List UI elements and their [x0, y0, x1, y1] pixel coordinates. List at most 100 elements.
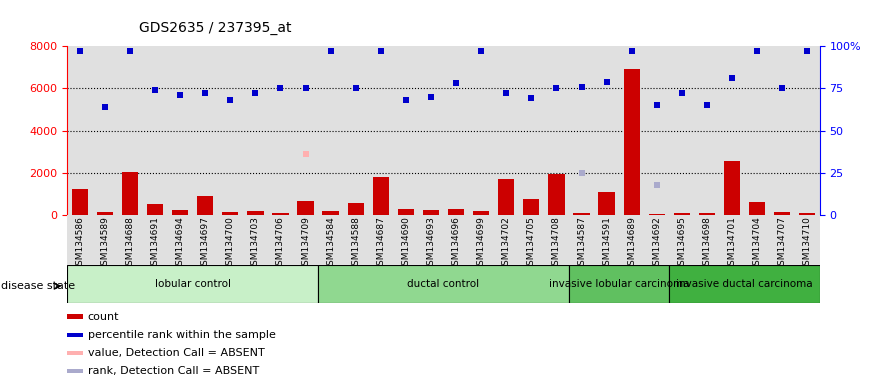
Bar — [644, 46, 669, 215]
Point — [273, 85, 288, 91]
Bar — [444, 215, 469, 265]
Text: GSM134708: GSM134708 — [552, 216, 561, 271]
Bar — [268, 215, 293, 265]
Bar — [624, 70, 640, 215]
Bar — [795, 46, 820, 215]
Text: GSM134699: GSM134699 — [477, 216, 486, 271]
Text: GSM134709: GSM134709 — [301, 216, 310, 271]
Bar — [117, 215, 142, 265]
Bar — [142, 46, 168, 215]
Point — [750, 48, 764, 54]
Text: rank, Detection Call = ABSENT: rank, Detection Call = ABSENT — [88, 366, 259, 376]
Bar — [469, 46, 494, 215]
Bar — [498, 179, 514, 215]
Text: GSM134688: GSM134688 — [125, 216, 134, 271]
Point — [399, 97, 413, 103]
Bar — [293, 46, 318, 215]
Text: disease state: disease state — [1, 281, 75, 291]
Text: GDS2635 / 237395_at: GDS2635 / 237395_at — [139, 21, 291, 35]
Point — [123, 48, 137, 54]
Bar — [272, 213, 289, 215]
Bar — [168, 46, 193, 215]
Bar — [318, 265, 569, 303]
Bar — [343, 46, 368, 215]
Bar — [573, 213, 590, 215]
Bar — [694, 46, 719, 215]
Bar — [469, 215, 494, 265]
Bar — [719, 215, 745, 265]
Bar — [699, 212, 715, 215]
Bar — [594, 215, 619, 265]
Bar — [368, 215, 393, 265]
Bar — [393, 215, 418, 265]
Text: GSM134687: GSM134687 — [376, 216, 385, 271]
Bar — [368, 46, 393, 215]
Bar — [494, 46, 519, 215]
Bar — [97, 212, 113, 215]
Point — [198, 90, 212, 96]
Point — [650, 102, 664, 108]
Text: count: count — [88, 312, 119, 322]
Text: GSM134703: GSM134703 — [251, 216, 260, 271]
Point — [775, 85, 789, 91]
Text: lobular control: lobular control — [155, 279, 230, 289]
Point — [349, 85, 363, 91]
Bar — [72, 189, 88, 215]
Text: GSM134588: GSM134588 — [351, 216, 360, 271]
Bar — [619, 46, 644, 215]
Point — [298, 85, 313, 91]
Point — [574, 84, 589, 90]
Point — [474, 48, 488, 54]
Text: GSM134697: GSM134697 — [201, 216, 210, 271]
Bar — [323, 211, 339, 215]
Point — [725, 75, 739, 81]
Bar — [644, 215, 669, 265]
Point — [173, 92, 187, 98]
Bar — [548, 174, 564, 215]
Point — [800, 48, 814, 54]
Bar — [594, 46, 619, 215]
Point — [625, 48, 639, 54]
Bar — [544, 46, 569, 215]
Text: GSM134692: GSM134692 — [652, 216, 661, 271]
Bar — [398, 209, 414, 215]
Bar — [795, 215, 820, 265]
Bar — [122, 172, 138, 215]
Bar — [147, 204, 163, 215]
Text: GSM134698: GSM134698 — [702, 216, 711, 271]
Bar — [599, 192, 615, 215]
Bar — [222, 212, 238, 215]
Bar — [569, 265, 669, 303]
Point — [424, 94, 438, 100]
Bar — [519, 46, 544, 215]
Bar — [745, 215, 770, 265]
Bar — [348, 203, 364, 215]
Bar — [770, 46, 795, 215]
Point — [449, 80, 463, 86]
Text: GSM134696: GSM134696 — [452, 216, 461, 271]
Text: GSM134693: GSM134693 — [426, 216, 435, 271]
Bar — [418, 46, 444, 215]
Bar — [218, 46, 243, 215]
Bar — [218, 215, 243, 265]
Bar — [92, 215, 117, 265]
Bar — [297, 201, 314, 215]
Bar — [343, 215, 368, 265]
Point — [599, 78, 614, 84]
Text: GSM134695: GSM134695 — [677, 216, 686, 271]
Bar — [694, 215, 719, 265]
Bar — [745, 46, 770, 215]
Text: GSM134589: GSM134589 — [100, 216, 109, 271]
Bar — [193, 46, 218, 215]
Bar — [519, 215, 544, 265]
Bar — [318, 215, 343, 265]
Text: GSM134689: GSM134689 — [627, 216, 636, 271]
Point — [223, 97, 237, 103]
Bar — [444, 46, 469, 215]
Point — [574, 170, 589, 176]
Bar — [393, 46, 418, 215]
Text: ductal control: ductal control — [408, 279, 479, 289]
Point — [374, 48, 388, 54]
Text: value, Detection Call = ABSENT: value, Detection Call = ABSENT — [88, 348, 264, 358]
Bar — [418, 215, 444, 265]
